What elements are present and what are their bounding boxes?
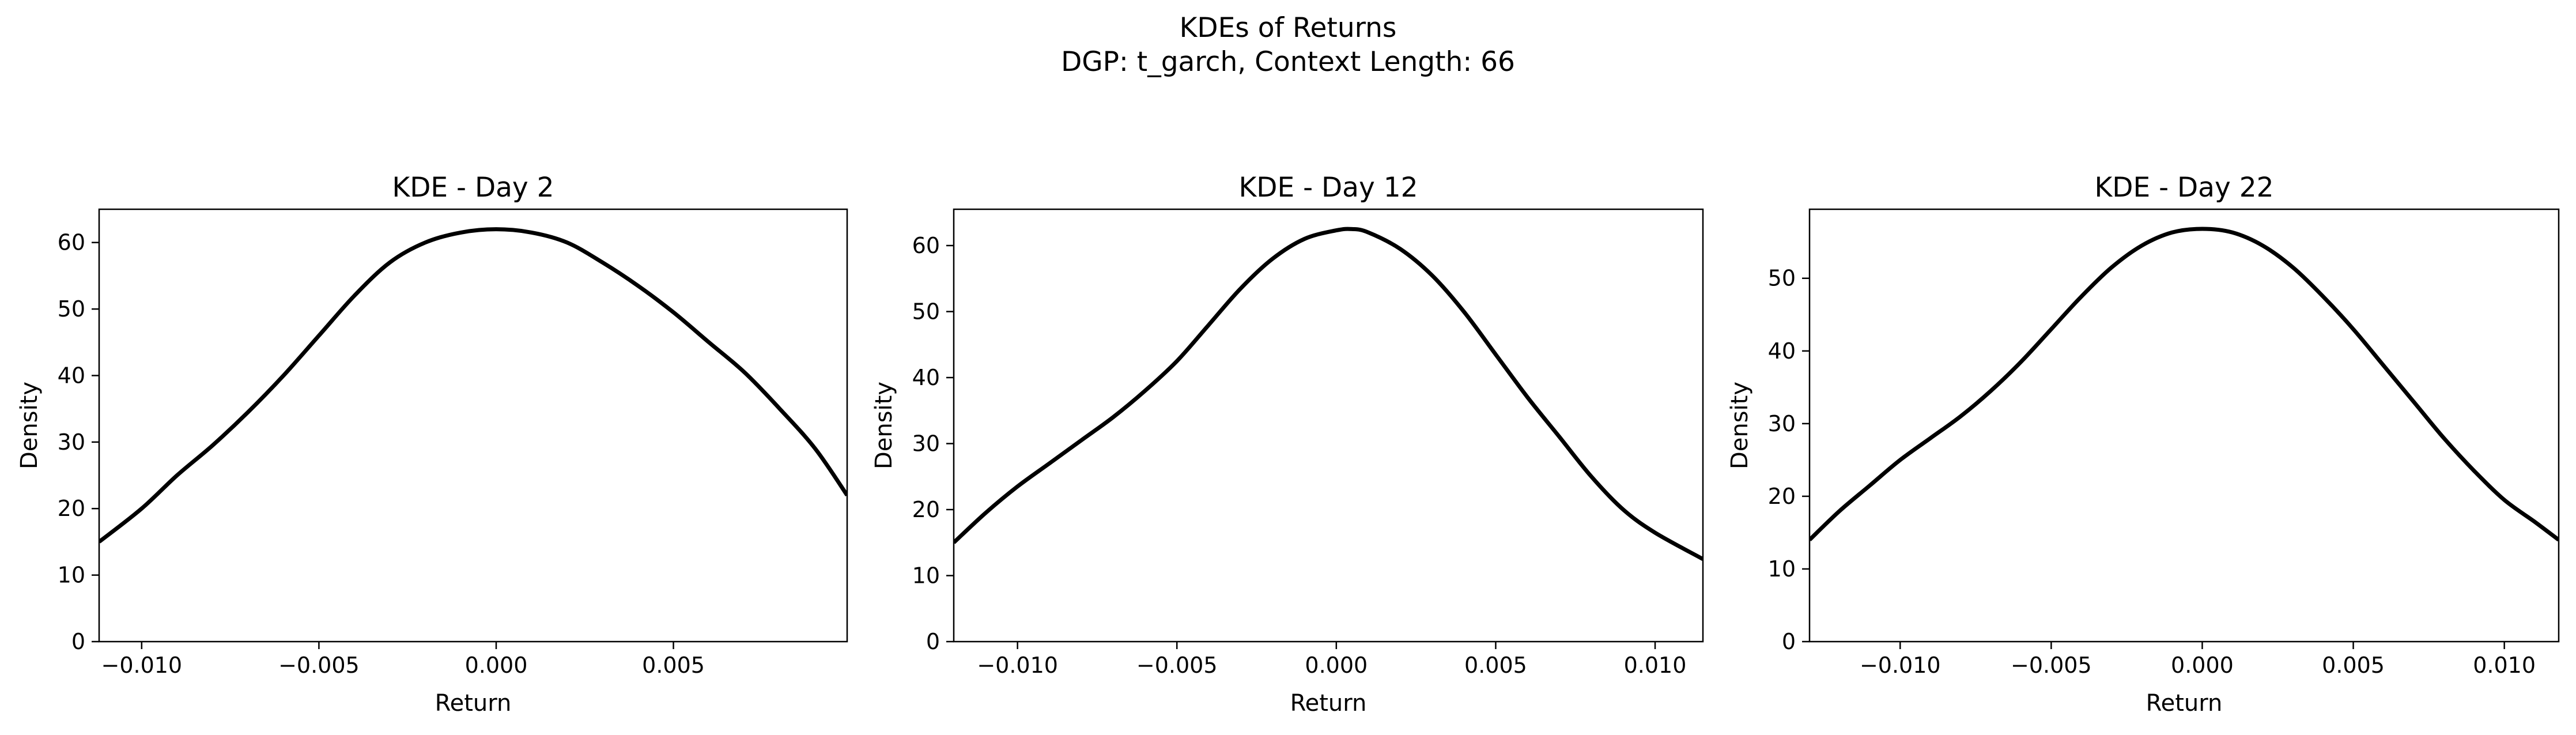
kde-line-day-panel-1-series-0: [99, 227, 847, 544]
y-tick-label: 30: [1768, 411, 1796, 436]
y-tick-label: 0: [1782, 629, 1796, 654]
y-tick-label: 20: [1768, 484, 1796, 509]
x-tick-label: 0.010: [2473, 653, 2536, 678]
x-tick-label: 0.000: [465, 653, 528, 678]
kde-panel-1: −0.010 −0.005 0.000 0.005 0 10 20 30 40 50 60 KDE -…: [16, 172, 848, 717]
y-tick-label: 50: [58, 296, 85, 322]
y-tick-label: 10: [912, 563, 940, 588]
y-tick-label: 10: [58, 563, 85, 588]
x-axis-label: Return: [435, 690, 512, 717]
x-axis-label: Return: [1290, 690, 1367, 717]
x-tick-label: 0.005: [2322, 653, 2385, 678]
kde-line-day-panel-3-series-0: [1810, 227, 2559, 542]
suptitle-line-2: DGP: t_garch, Context Length: 66: [1061, 46, 1515, 78]
x-tick-label: 0.005: [1464, 653, 1527, 678]
x-axis-label: Return: [2146, 690, 2223, 717]
x-tick-label: 0.010: [1624, 653, 1687, 678]
panel-title: KDE - Day 12: [1238, 172, 1418, 203]
kde-panel-3: −0.010 −0.005 0.000 0.005 0.010 0 10 20 30 40 50 KD…: [1727, 172, 2560, 717]
y-tick-label: 30: [58, 429, 85, 455]
y-tick-label: 10: [1768, 556, 1796, 582]
y-tick-label: 60: [58, 230, 85, 255]
axes-frame: [98, 208, 848, 643]
panel-title: KDE - Day 2: [392, 172, 554, 203]
x-tick-label: 0.000: [1305, 653, 1368, 678]
x-tick-label: −0.010: [977, 653, 1058, 678]
y-tick-label: 40: [1768, 338, 1796, 364]
x-tick-label: −0.010: [1860, 653, 1941, 678]
x-tick-label: −0.005: [2011, 653, 2092, 678]
kde-panel-2: −0.010 −0.005 0.000 0.005 0.010 0 10 20 30 40 50 60…: [871, 172, 1704, 717]
y-tick-label: 30: [912, 431, 940, 456]
x-tick-label: 0.000: [2171, 653, 2234, 678]
y-tick-label: 0: [926, 629, 940, 654]
y-axis-label: Density: [16, 382, 43, 469]
y-axis-label: Density: [871, 382, 897, 469]
y-tick-label: 40: [912, 365, 940, 390]
x-tick-label: −0.010: [101, 653, 182, 678]
y-tick-label: 40: [58, 363, 85, 388]
y-tick-label: 20: [912, 497, 940, 522]
x-tick-label: −0.005: [1136, 653, 1218, 678]
panel-title: KDE - Day 22: [2094, 172, 2273, 203]
x-tick-label: 0.005: [642, 653, 705, 678]
panels: −0.010 −0.005 0.000 0.005 0 10 20 30 40 50 60 KDE -…: [16, 172, 2560, 717]
y-tick-label: 50: [912, 299, 940, 324]
y-axis-label: Density: [1727, 382, 1753, 469]
suptitle-line-1: KDEs of Returns: [1180, 12, 1397, 44]
y-tick-label: 50: [1768, 266, 1796, 291]
x-tick-label: −0.005: [278, 653, 360, 678]
y-tick-label: 0: [71, 629, 85, 654]
axes-frame: [1808, 208, 2560, 643]
y-tick-label: 60: [912, 233, 940, 258]
y-tick-label: 20: [58, 496, 85, 521]
axes-frame: [953, 208, 1704, 643]
kde-line-day-panel-2-series-0: [954, 227, 1703, 561]
